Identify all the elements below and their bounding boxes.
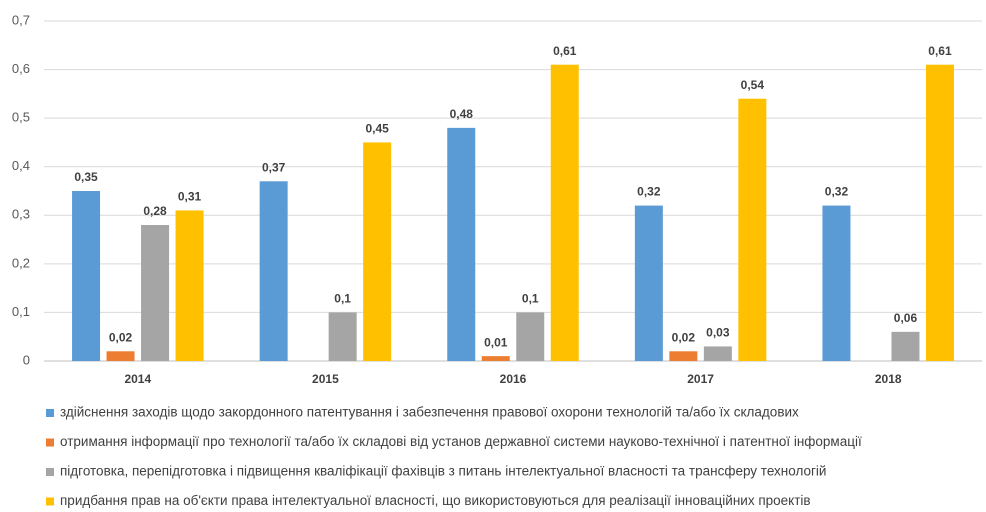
legend-label: підготовка, перепідготовка і підвищення …: [60, 464, 826, 479]
data-label: 0,45: [365, 122, 389, 136]
bar: [141, 225, 170, 361]
y-tick-label: 0,5: [12, 110, 30, 125]
legend-swatch: [46, 438, 54, 447]
bar: [447, 127, 476, 361]
bar: [891, 331, 920, 361]
data-label: 0,61: [553, 44, 577, 58]
bar: [259, 181, 288, 361]
data-label: 0,61: [928, 44, 952, 58]
bar: [703, 346, 732, 361]
y-tick-label: 0,2: [12, 255, 30, 270]
bar: [925, 64, 954, 361]
bar: [550, 64, 579, 361]
data-label: 0,35: [74, 170, 98, 184]
legend-swatch: [46, 409, 54, 417]
bar: [328, 312, 357, 361]
data-label: 0,37: [262, 160, 286, 174]
bar: [72, 191, 101, 361]
data-label: 0,28: [143, 204, 167, 218]
data-label: 0,1: [522, 292, 539, 306]
data-label: 0,06: [894, 311, 918, 325]
bar: [669, 351, 698, 361]
legend-label: придбання прав на об'єкти права інтелект…: [60, 493, 811, 508]
y-tick-label: 0: [23, 352, 30, 367]
x-tick-label: 2017: [687, 372, 714, 386]
y-tick-label: 0,7: [12, 12, 30, 27]
x-tick-label: 2015: [312, 372, 339, 386]
legend-swatch: [46, 468, 54, 476]
bar: [363, 142, 392, 361]
data-label: 0,1: [334, 292, 351, 306]
legend-swatch: [46, 497, 54, 506]
bar: [634, 205, 663, 361]
y-tick-label: 0,1: [12, 304, 30, 319]
data-label: 0,31: [178, 190, 202, 204]
data-label: 0,54: [741, 78, 765, 92]
data-label: 0,02: [672, 330, 696, 344]
x-tick-label: 2016: [500, 372, 527, 386]
bar: [481, 356, 510, 361]
y-tick-label: 0,6: [12, 61, 30, 76]
data-label: 0,48: [450, 107, 474, 121]
data-label: 0,32: [825, 185, 849, 199]
x-tick-label: 2014: [124, 372, 151, 386]
legend-label: здійснення заходів щодо закордонного пат…: [60, 405, 799, 420]
legend-label: отримання інформації про технології та/а…: [60, 434, 862, 449]
bar: [175, 210, 204, 361]
bar: [516, 312, 545, 361]
bar: [822, 205, 851, 361]
data-label: 0,01: [484, 335, 508, 349]
y-tick-label: 0,3: [12, 207, 30, 222]
bar: [738, 98, 767, 361]
bar: [106, 351, 135, 361]
data-label: 0,03: [706, 326, 730, 340]
x-tick-label: 2018: [875, 372, 902, 386]
data-label: 0,02: [109, 330, 133, 344]
data-label: 0,32: [637, 185, 661, 199]
y-tick-label: 0,4: [12, 158, 30, 173]
